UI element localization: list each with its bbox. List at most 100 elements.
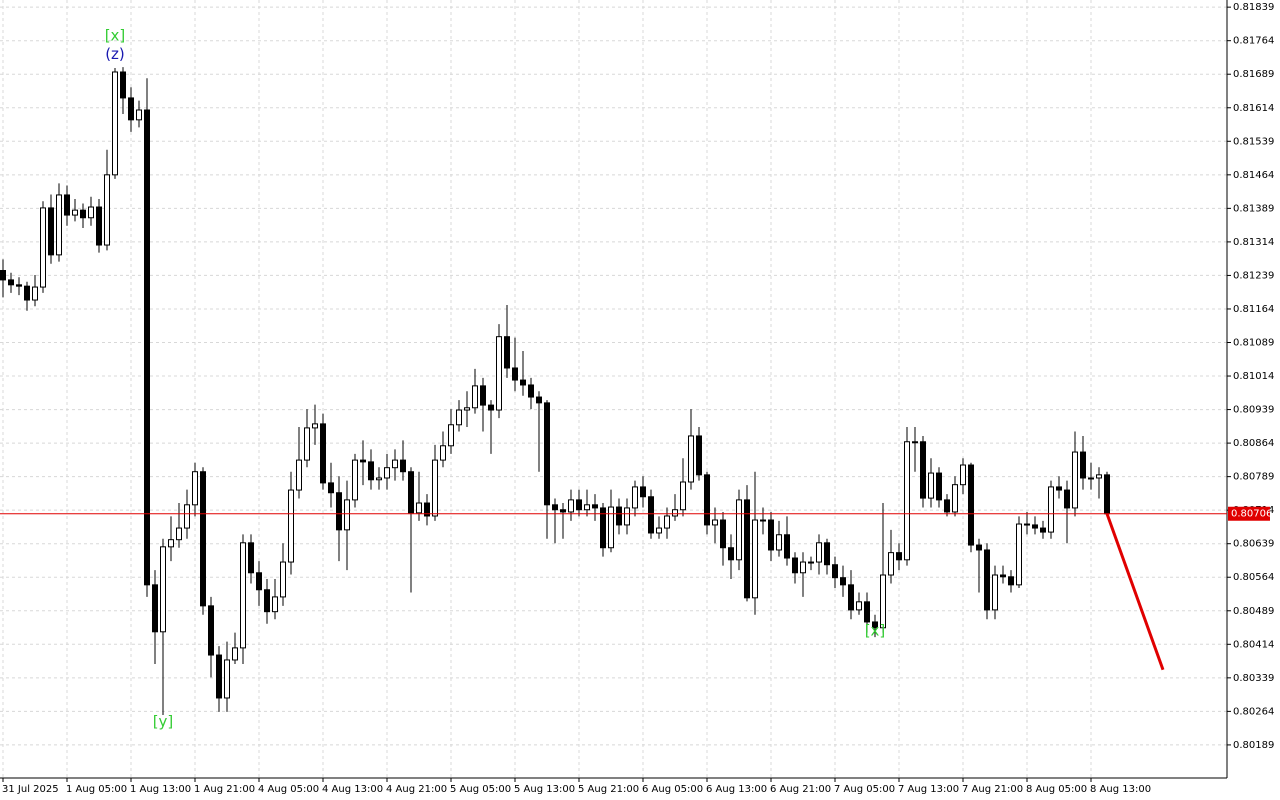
candle-body: [128, 97, 134, 121]
candle-body: [544, 402, 550, 506]
candle-body: [8, 279, 14, 286]
y-tick-label: 0.81689: [1233, 69, 1274, 80]
y-tick-label: 0.80939: [1233, 405, 1274, 416]
candle-body: [752, 519, 758, 599]
candle-body: [664, 515, 670, 529]
y-tick-label: 0.81839: [1233, 2, 1274, 13]
candle-body: [120, 71, 126, 99]
candle-body: [440, 445, 446, 461]
candle-body: [728, 547, 734, 561]
candle-body: [1072, 451, 1078, 509]
candle-body: [24, 285, 30, 301]
candle-body: [368, 461, 374, 481]
candle-body: [592, 504, 598, 509]
candle-body: [992, 574, 998, 611]
candle-body: [32, 286, 38, 301]
candle-body: [392, 459, 398, 469]
x-tick-label: 7 Aug 21:00: [962, 784, 1023, 795]
y-tick-label: 0.80864: [1233, 438, 1274, 449]
candle-body: [1016, 523, 1022, 586]
candle-body: [528, 384, 534, 398]
x-tick-label: 31 Jul 2025: [2, 784, 59, 795]
y-tick-label: 0.80414: [1233, 639, 1274, 650]
x-tick-label: 1 Aug 05:00: [66, 784, 127, 795]
candle-body: [48, 207, 54, 256]
candle-body: [824, 542, 830, 566]
candle-body: [736, 499, 742, 561]
candle-body: [632, 486, 638, 509]
y-tick-label: 0.81314: [1233, 237, 1274, 248]
candle-body: [456, 409, 462, 426]
candle-body: [1056, 486, 1062, 491]
candle-body: [1024, 523, 1030, 526]
candle-body: [504, 336, 510, 369]
candle-body: [648, 496, 654, 534]
candle-body: [984, 549, 990, 611]
candle-body: [1040, 527, 1046, 533]
candle-body: [88, 206, 94, 219]
candle-body: [904, 441, 910, 561]
candle-body: [920, 441, 926, 499]
candle-body: [352, 459, 358, 501]
candle-body: [272, 596, 278, 613]
candle-body: [488, 404, 494, 411]
candle-body: [896, 552, 902, 561]
candle-body: [104, 174, 110, 246]
x-tick-label: 4 Aug 13:00: [322, 784, 383, 795]
candle-body: [960, 464, 966, 486]
candle-body: [264, 589, 270, 613]
candle-body: [184, 504, 190, 529]
candle-body: [1064, 489, 1070, 509]
candle-body: [192, 471, 198, 506]
candle-body: [424, 502, 430, 517]
x-tick-label: 8 Aug 05:00: [1026, 784, 1087, 795]
wave-label: [y]: [153, 713, 174, 731]
candle-body: [320, 423, 326, 484]
x-tick-label: 8 Aug 13:00: [1090, 784, 1151, 795]
y-tick-label: 0.81389: [1233, 203, 1274, 214]
candle-body: [792, 557, 798, 574]
candle-body: [520, 379, 526, 386]
candle-body: [360, 459, 366, 463]
candle-body: [336, 492, 342, 531]
candle-body: [776, 534, 782, 551]
y-tick-label: 0.80189: [1233, 740, 1274, 751]
y-tick-label: 0.81539: [1233, 136, 1274, 147]
candle-body: [1096, 474, 1102, 479]
x-tick-label: 6 Aug 13:00: [706, 784, 767, 795]
candle-body: [160, 546, 166, 633]
candle-body: [152, 584, 158, 633]
candle-body: [720, 519, 726, 549]
candle-body: [296, 459, 302, 491]
x-tick-label: 7 Aug 05:00: [834, 784, 895, 795]
candle-body: [912, 441, 918, 444]
x-tick-label: 4 Aug 05:00: [258, 784, 319, 795]
candle-body: [16, 284, 22, 287]
candle-body: [224, 659, 230, 699]
candle-body: [760, 519, 766, 522]
candle-body: [1104, 474, 1110, 515]
candle-body: [704, 474, 710, 526]
candle-body: [560, 509, 566, 513]
candle-body: [816, 542, 822, 563]
candle-body: [640, 486, 646, 498]
candle-body: [576, 499, 582, 511]
candle-body: [656, 527, 662, 534]
candle-body: [552, 504, 558, 511]
candle-body: [136, 109, 142, 121]
candle-body: [880, 574, 886, 629]
candle-body: [312, 423, 318, 429]
y-tick-label: 0.80339: [1233, 673, 1274, 684]
wave-label: [x]: [865, 621, 886, 639]
y-tick-label: 0.81614: [1233, 103, 1274, 114]
y-tick-label: 0.80789: [1233, 472, 1274, 483]
y-tick-label: 0.80564: [1233, 572, 1274, 583]
candle-body: [608, 506, 614, 549]
candle-body: [400, 459, 406, 473]
candle-body: [800, 561, 806, 574]
candle-body: [112, 71, 118, 176]
candle-body: [624, 507, 630, 526]
wave-label: [x]: [105, 26, 126, 44]
candle-body: [1008, 576, 1014, 586]
